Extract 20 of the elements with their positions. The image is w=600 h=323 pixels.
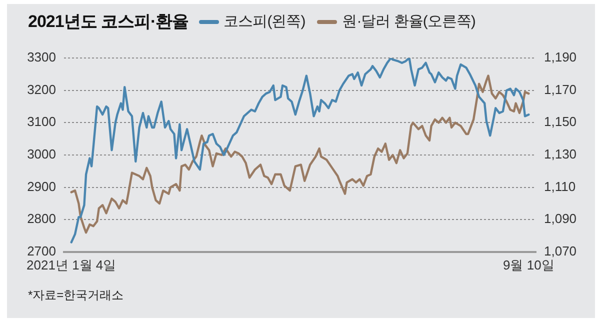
y-tick-label: 3300 [27, 50, 56, 65]
y2-tick-label: 1,190 [544, 50, 577, 65]
y2-tick-label: 1,150 [544, 114, 577, 130]
y-tick-label: 3200 [27, 82, 56, 97]
y-tick-label: 2800 [27, 211, 56, 226]
text: *자료=한국거래소 [28, 287, 124, 304]
x-tick-label: 2021년 1월 4일 [26, 257, 116, 272]
y2-tick-label: 1,110 [544, 178, 576, 194]
y2-tick-label: 1,070 [544, 244, 577, 259]
y2-tick-label: 1,130 [544, 146, 577, 162]
y-tick-label: 3100 [27, 114, 56, 130]
x-tick-label: 9월 10일 [502, 257, 554, 272]
y2-tick-label: 1,090 [544, 211, 577, 226]
y2-tick-label: 1,170 [544, 82, 577, 97]
y-tick-label: 2900 [27, 178, 56, 194]
chart-title: 2021년도 코스피·환율 [28, 11, 189, 33]
y-tick-label: 2700 [27, 244, 56, 259]
legend-label: 코스피(왼쪽) [224, 12, 306, 31]
y-tick-label: 3000 [27, 146, 56, 162]
legend-label: 원·달러 환율(오른쪽) [342, 12, 476, 31]
